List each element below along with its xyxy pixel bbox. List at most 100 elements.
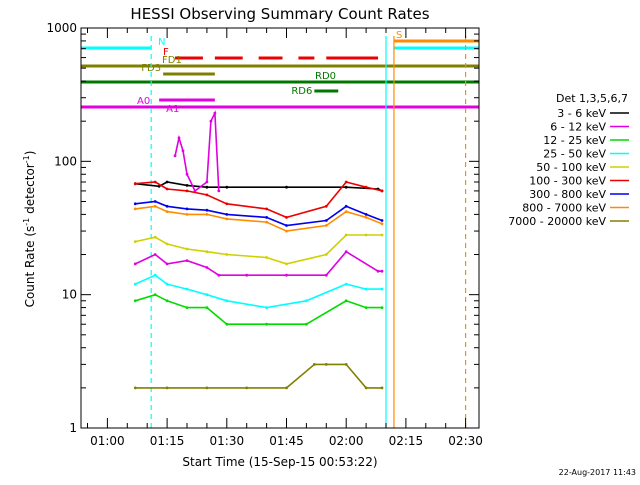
x-tick-label-01-45: 01:45 bbox=[269, 434, 304, 448]
series-line-800-7000-kev bbox=[135, 205, 383, 232]
series-point-100-300-kev-3 bbox=[185, 189, 189, 193]
series-point-300-800-kev-2 bbox=[165, 204, 169, 208]
series-point-3-6-kev-7 bbox=[344, 185, 348, 189]
series-point-25-50-kev-2 bbox=[165, 282, 169, 286]
series-point-12-25-kev-2 bbox=[165, 299, 169, 303]
series-point-50-100-kev-3 bbox=[185, 247, 189, 251]
x-tick-label-02-00: 02:00 bbox=[329, 434, 364, 448]
series-point-25-50-kev-4 bbox=[205, 293, 209, 297]
series-point-300-800-kev-11 bbox=[380, 219, 384, 222]
legend-label-50-100-kev: 50 - 100 keV bbox=[536, 161, 606, 174]
series-point-12-25-kev-8 bbox=[344, 299, 348, 303]
flag-label-rd6: RD6 bbox=[291, 86, 312, 97]
series-point-800-7000-kev-7 bbox=[285, 229, 288, 233]
series-point-a1-flare-6-12-kev-spike-5 bbox=[205, 180, 209, 184]
series-point-25-50-kev-5 bbox=[225, 299, 229, 303]
series-point-100-300-kev-9 bbox=[344, 180, 348, 184]
series-point-12-25-kev-7 bbox=[305, 322, 308, 326]
series-point-300-800-kev-3 bbox=[185, 207, 189, 211]
flag-label-a0: A0 bbox=[137, 96, 150, 107]
series-point-6-12-kev-11 bbox=[380, 269, 384, 273]
series-point-100-300-kev-6 bbox=[265, 207, 268, 211]
series-point-50-100-kev-5 bbox=[225, 253, 229, 256]
series-point-a1-flare-6-12-kev-spike-0 bbox=[173, 154, 177, 158]
series-point-800-7000-kev-8 bbox=[324, 224, 328, 227]
flag-label-fd1: FD1 bbox=[162, 55, 182, 66]
series-point-800-7000-kev-3 bbox=[185, 213, 189, 216]
series-line-12-25-kev bbox=[135, 293, 382, 326]
series-point-50-100-kev-11 bbox=[380, 233, 384, 237]
legend-label-12-25-kev: 12 - 25 keV bbox=[543, 134, 606, 147]
x-tick-label-01-00: 01:00 bbox=[90, 434, 125, 448]
legend-label-6-12-kev: 6 - 12 keV bbox=[550, 121, 606, 134]
series-point-300-800-kev-0 bbox=[133, 202, 137, 206]
series-point-300-800-kev-4 bbox=[205, 208, 209, 212]
series-point-6-12-kev-8 bbox=[324, 273, 328, 277]
series-point-12-25-kev-6 bbox=[265, 322, 268, 326]
series-point-100-300-kev-11 bbox=[380, 189, 384, 193]
legend-label-7000-20000-kev: 7000 - 20000 keV bbox=[508, 215, 606, 228]
flag-label-f: F bbox=[163, 47, 169, 58]
series-point-25-50-kev-1 bbox=[153, 273, 157, 277]
legend-label-100-300-kev: 100 - 300 keV bbox=[529, 175, 606, 188]
series-point-6-12-kev-1 bbox=[153, 253, 157, 256]
series-line-300-800-kev bbox=[135, 200, 383, 227]
series-point-a1-flare-6-12-kev-spike-6 bbox=[209, 119, 213, 123]
chart-title: HESSI Observing Summary Count Rates bbox=[130, 5, 429, 23]
series-point-25-50-kev-8 bbox=[344, 282, 348, 286]
series-point-50-100-kev-6 bbox=[265, 256, 268, 259]
series-point-50-100-kev-0 bbox=[133, 240, 137, 244]
legend-label-800-7000-kev: 800 - 7000 keV bbox=[522, 202, 606, 215]
legend-label-25-50-kev: 25 - 50 keV bbox=[543, 148, 606, 161]
series-point-3-6-kev-2 bbox=[165, 180, 169, 184]
series-point-800-7000-kev-10 bbox=[364, 216, 368, 219]
series-point-800-7000-kev-4 bbox=[205, 213, 209, 216]
flag-label-fd3: FD3 bbox=[141, 63, 161, 74]
series-point-6-12-kev-5 bbox=[217, 273, 221, 277]
series-point-6-12-kev-0 bbox=[133, 262, 137, 266]
series-point-3-6-kev-6 bbox=[285, 185, 288, 189]
y-tick-label-1: 1 bbox=[69, 421, 77, 435]
series-point-25-50-kev-6 bbox=[265, 306, 268, 309]
vertical-markers bbox=[150, 36, 467, 428]
series-point-7000-20000-kev-7 bbox=[344, 363, 348, 366]
series-point-50-100-kev-1 bbox=[153, 235, 157, 239]
series-point-50-100-kev-9 bbox=[344, 233, 348, 237]
series-line-6-12-kev bbox=[134, 250, 382, 277]
x-tick-label-02-30: 02:30 bbox=[448, 434, 483, 448]
series-point-a1-flare-6-12-kev-spike-8 bbox=[217, 189, 221, 193]
series-point-100-300-kev-8 bbox=[324, 204, 328, 208]
series-line-3-6-kev bbox=[135, 181, 383, 192]
series-point-6-12-kev-9 bbox=[344, 250, 348, 254]
series-point-25-50-kev-7 bbox=[305, 299, 308, 303]
axes: 1 10 100 1000 01:00 01:15 01:30 01:45 02:00 02:15… bbox=[46, 21, 482, 448]
y-tick-label-100: 100 bbox=[54, 154, 77, 168]
series-point-100-300-kev-0 bbox=[133, 182, 137, 186]
series-point-800-7000-kev-9 bbox=[344, 210, 348, 214]
series-point-7000-20000-kev-9 bbox=[380, 386, 384, 390]
series-point-a1-flare-6-12-kev-spike-7 bbox=[213, 111, 217, 115]
series-point-6-12-kev-6 bbox=[245, 273, 249, 277]
series-point-6-12-kev-7 bbox=[285, 273, 288, 277]
series-point-800-7000-kev-1 bbox=[153, 204, 157, 208]
series-point-12-25-kev-5 bbox=[225, 322, 229, 326]
series-point-800-7000-kev-11 bbox=[380, 222, 384, 226]
data-series bbox=[133, 109, 384, 390]
series-point-3-6-kev-5 bbox=[225, 185, 229, 189]
series-point-25-50-kev-9 bbox=[364, 287, 368, 291]
series-point-300-800-kev-9 bbox=[344, 204, 348, 208]
series-point-100-300-kev-7 bbox=[285, 216, 288, 219]
series-point-12-25-kev-0 bbox=[133, 299, 137, 303]
series-point-800-7000-kev-5 bbox=[225, 217, 229, 221]
series-point-25-50-kev-3 bbox=[185, 287, 189, 291]
series-point-6-12-kev-10 bbox=[376, 269, 380, 273]
series-point-7000-20000-kev-0 bbox=[133, 386, 137, 390]
series-point-300-800-kev-6 bbox=[265, 216, 268, 219]
x-tick-label-01-30: 01:30 bbox=[210, 434, 245, 448]
x-tick-label-02-15: 02:15 bbox=[389, 434, 424, 448]
series-point-12-25-kev-10 bbox=[380, 306, 384, 309]
series-line-a1-flare-6-12-kev-spike bbox=[174, 109, 220, 193]
series-point-50-100-kev-10 bbox=[364, 233, 368, 237]
series-point-6-12-kev-3 bbox=[185, 259, 189, 262]
